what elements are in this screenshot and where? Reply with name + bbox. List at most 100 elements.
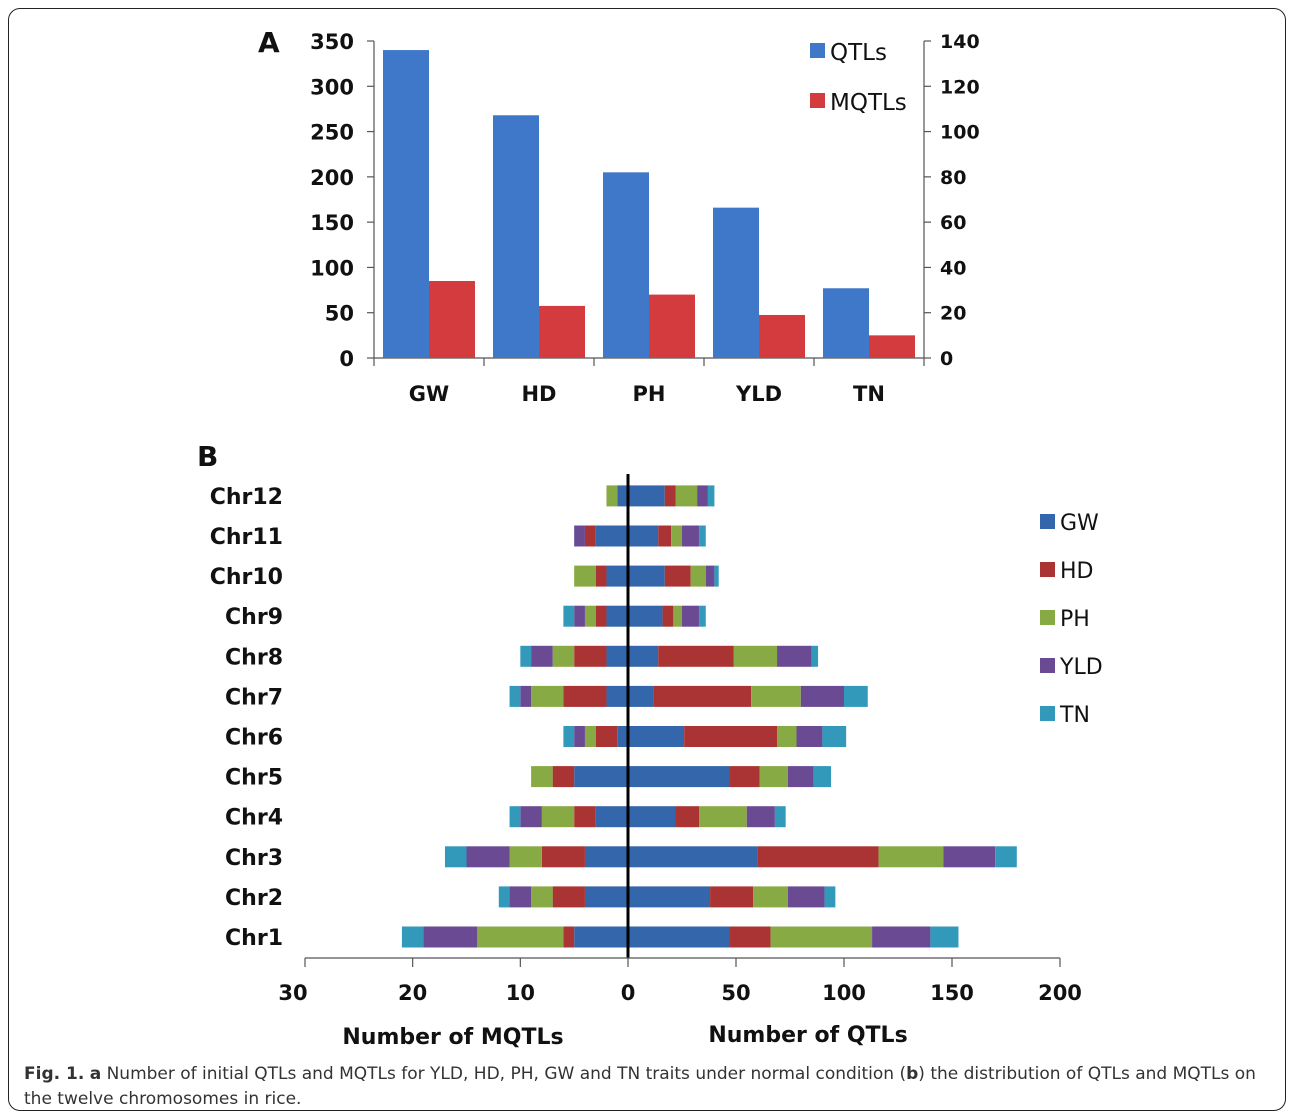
panel-b-qtl-segment-ph	[671, 525, 682, 547]
panel-b-x-tick-label: 150	[930, 981, 974, 1005]
panel-b-x-tick-label: 20	[398, 981, 427, 1005]
panel-b-qtl-segment-gw	[628, 886, 711, 908]
panel-a-legend-label: QTLs	[830, 40, 887, 66]
panel-b-mqtl-segment-ph	[541, 806, 575, 828]
figure-caption: Fig. 1. a Number of initial QTLs and MQT…	[24, 1062, 1264, 1112]
panel-b-mqtl-segment-hd	[552, 766, 575, 788]
panel-b-mqtl-segment-gw	[574, 926, 628, 948]
panel-b-mqtl-segment-gw	[606, 685, 628, 707]
panel-b-qtl-segment-gw	[628, 605, 663, 627]
panel-b-mqtl-segment-tn	[509, 685, 521, 707]
panel-b-xlabel-qtls: Number of QTLs	[708, 1023, 907, 1048]
panel-b-qtl-segment-ph	[753, 886, 788, 908]
panel-b-category-label: Chr12	[210, 485, 283, 510]
panel-b-qtl-segment-ph	[673, 605, 682, 627]
panel-b-qtl-segment-gw	[628, 726, 685, 747]
panel-b-qtl-segment-tn	[822, 726, 847, 747]
panel-a-category-label: PH	[633, 382, 666, 406]
panel-b-mqtl-segment-tn	[401, 926, 424, 948]
panel-b-mqtl-segment-gw	[584, 846, 628, 868]
panel-a-right-tick-label: 0	[940, 348, 953, 370]
panel-b-mqtl-segment-gw	[606, 645, 628, 667]
panel-b-mqtl-segment-gw	[595, 525, 628, 547]
panel-b-legend-swatch	[1040, 514, 1055, 529]
panel-b-qtl-segment-yld	[697, 485, 708, 507]
panel-b-legend-label: TN	[1059, 703, 1090, 728]
panel-b-qtl-segment-gw	[628, 846, 758, 868]
panel-b-qtl-segment-gw	[628, 685, 654, 707]
panel-a-bar-qtls	[603, 172, 649, 358]
panel-b-qtl-segment-yld	[787, 886, 825, 908]
panel-b-qtl-segment-hd	[757, 846, 879, 868]
panel-b-mqtl-segment-ph	[531, 886, 553, 908]
panel-b-qtl-segment-tn	[811, 645, 819, 667]
panel-b-legend-swatch	[1040, 706, 1055, 721]
panel-a-left-tick-label: 200	[310, 166, 354, 190]
panel-b-mqtl-segment-yld	[574, 726, 585, 747]
panel-b-legend-swatch	[1040, 658, 1055, 673]
panel-a-category-label: HD	[521, 382, 556, 406]
panel-a-bar-qtls	[493, 115, 539, 358]
panel-b-x-tick-label: 50	[721, 981, 750, 1005]
caption-part-b: b	[906, 1064, 919, 1084]
panel-b-mqtl-segment-gw	[574, 766, 628, 788]
panel-b-qtl-segment-hd	[658, 525, 672, 547]
caption-label: Fig. 1.	[24, 1064, 85, 1084]
panel-b-qtl-segment-tn	[714, 565, 719, 587]
panel-a-category-label: TN	[853, 382, 885, 406]
panel-a-left-tick-label: 0	[339, 347, 354, 371]
panel-b-mqtl-segment-tn	[509, 806, 521, 828]
panel-b-mqtl-segment-yld	[520, 806, 542, 828]
panel-a-left-tick-label: 300	[310, 75, 354, 99]
panel-b-mqtl-segment-ph	[552, 645, 575, 667]
panel-b-qtl-segment-gw	[628, 485, 665, 507]
panel-a-bar-qtls	[823, 288, 869, 358]
panel-b-legend-label: PH	[1060, 607, 1090, 632]
panel-a-bar-mqtls	[429, 281, 475, 358]
panel-b-qtl-segment-hd	[684, 726, 778, 747]
panel-b-qtl-segment-hd	[664, 485, 676, 507]
panel-b-qtl-segment-tn	[707, 485, 715, 507]
panel-b-legend-label: YLD	[1059, 655, 1103, 680]
panel-b-mqtl-segment-ph	[531, 766, 553, 788]
panel-b-mqtl-segment-gw	[606, 565, 628, 587]
panel-b-qtl-segment-gw	[628, 525, 659, 547]
panel-b-qtl-segment-ph	[878, 846, 944, 868]
panel-a-left-tick-label: 100	[310, 256, 354, 280]
panel-a-bar-mqtls	[539, 305, 585, 358]
panel-a-legend-swatch	[810, 43, 825, 58]
panel-b-qtl-segment-hd	[653, 685, 752, 707]
panel-a-right-tick-label: 120	[940, 76, 980, 98]
panel-b-x-tick-label: 10	[506, 981, 535, 1005]
panel-b-mqtl-segment-hd	[541, 846, 585, 868]
panel-b-mqtl-segment-ph	[584, 605, 596, 627]
panel-b-qtl-segment-gw	[628, 926, 730, 948]
panel-a-right-tick-label: 40	[940, 257, 966, 279]
panel-b-qtl-segment-gw	[628, 806, 676, 828]
panel-b-mqtl-segment-yld	[423, 926, 478, 948]
panel-b-qtl-segment-tn	[813, 766, 832, 788]
panel-b-qtl-segment-tn	[774, 806, 786, 828]
panel-b-mqtl-segment-yld	[520, 685, 532, 707]
panel-b-mqtl-segment-ph	[509, 846, 542, 868]
panel-b-qtl-segment-hd	[710, 886, 754, 908]
panel-b-mqtl-segment-hd	[595, 726, 618, 747]
panel-b-qtl-segment-gw	[628, 766, 730, 788]
panel-a-right-tick-label: 100	[940, 122, 980, 144]
panel-b-qtl-segment-tn	[930, 926, 959, 948]
panel-b-mqtl-segment-ph	[477, 926, 564, 948]
panel-a-left-tick-label: 150	[310, 211, 354, 235]
panel-b-mqtl-segment-ph	[574, 565, 596, 587]
panel-a-legend-label: MQTLs	[830, 90, 907, 116]
panel-b-qtl-segment-yld	[943, 846, 996, 868]
panel-b-legend-label: HD	[1060, 559, 1093, 584]
panel-b-qtl-segment-ph	[759, 766, 788, 788]
panel-b-mqtl-segment-hd	[574, 806, 596, 828]
panel-b-qtl-segment-yld	[787, 766, 814, 788]
panel-b-mqtl-segment-gw	[584, 886, 628, 908]
panel-b-qtl-segment-tn	[699, 605, 706, 627]
panel-a-bar-qtls	[383, 50, 429, 359]
panel-b-qtl-segment-yld	[800, 685, 844, 707]
panel-b-qtl-segment-ph	[770, 926, 873, 948]
panel-b-qtl-segment-ph	[675, 485, 698, 507]
